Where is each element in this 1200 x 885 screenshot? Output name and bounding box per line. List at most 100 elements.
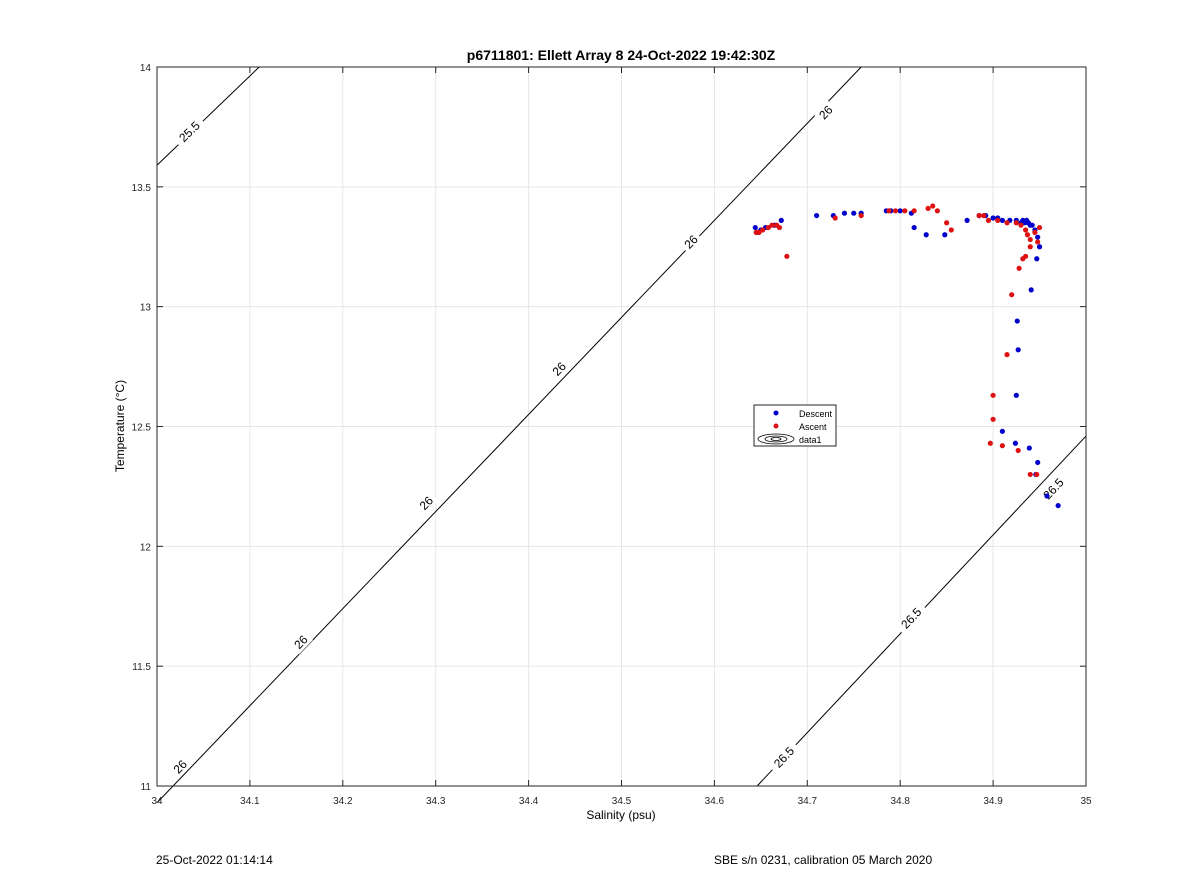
isopycnal-line <box>156 66 862 804</box>
x-tick-label: 35 <box>1080 796 1092 807</box>
ascent-point <box>1018 222 1024 228</box>
isopycnal-label-gap <box>813 100 838 125</box>
ascent-point <box>981 212 987 219</box>
ascent-point <box>1013 220 1019 226</box>
x-tick-label: 34.8 <box>890 796 910 807</box>
data-points <box>752 203 1061 509</box>
x-axis-label: Salinity (psu) <box>586 808 655 822</box>
descent-point <box>813 212 820 219</box>
ascent-point <box>756 229 762 235</box>
ascent-point <box>976 212 982 219</box>
ascent-point <box>1024 232 1031 238</box>
ascent-point <box>934 208 940 214</box>
footer-timestamp: 25-Oct-2022 01:14:14 <box>156 853 273 867</box>
isopycnal-label-gap <box>679 229 704 255</box>
descent-point <box>1044 493 1050 499</box>
isopycnal-label-gap <box>547 356 572 382</box>
x-tick-label: 34.3 <box>426 796 446 807</box>
ascent-point <box>1016 265 1022 271</box>
descent-point <box>778 217 784 223</box>
ascent-point <box>832 215 838 221</box>
descent-point <box>1014 318 1020 324</box>
x-tick-label: 34.5 <box>612 796 632 807</box>
ascent-point <box>1009 292 1015 298</box>
ascent-point <box>1034 471 1040 478</box>
x-tick-label: 34.1 <box>240 796 260 807</box>
descent-point <box>942 232 948 238</box>
isopycnal-label-gap <box>289 630 313 655</box>
descent-point <box>1029 222 1035 228</box>
descent-point <box>999 428 1005 434</box>
ascent-point <box>987 440 993 446</box>
descent-point <box>1013 392 1019 398</box>
ascent-point <box>1023 227 1029 233</box>
isopycnal-label-gap <box>168 754 193 779</box>
descent-point <box>897 208 903 214</box>
y-tick-label: 12 <box>140 542 152 553</box>
descent-point <box>1036 244 1043 250</box>
ascent-point <box>1004 352 1010 358</box>
legend: Descent Ascent data1 <box>753 404 837 447</box>
y-tick-label: 11.5 <box>132 662 151 673</box>
descent-point <box>1012 440 1018 446</box>
descent-point <box>1015 347 1021 353</box>
descent-point <box>990 215 996 221</box>
ascent-point <box>784 253 790 259</box>
legend-label-descent: Descent <box>799 409 833 419</box>
legend-marker-ascent <box>773 423 779 429</box>
x-tick-label: 34 <box>151 796 163 807</box>
descent-point <box>841 210 848 216</box>
descent-point <box>911 224 917 231</box>
ascent-point <box>995 217 1001 223</box>
isopycnal-line <box>156 66 260 166</box>
ascent-point <box>925 205 931 212</box>
x-tick-label: 34.9 <box>983 796 1003 807</box>
legend-box <box>753 404 837 447</box>
ascent-point <box>1027 244 1033 250</box>
legend-marker-descent <box>773 410 779 416</box>
descent-point <box>999 217 1005 223</box>
ascent-point <box>892 208 899 214</box>
ascent-point <box>1004 220 1010 226</box>
grid-lines <box>156 66 1087 787</box>
ascent-point <box>858 212 864 219</box>
axis-ticks: 34 34.1 34.2 34.3 34.4 34.5 34.6 34.7 34.8 34.9 35… <box>132 63 1092 807</box>
x-tick-label: 34.4 <box>519 796 539 807</box>
descent-point <box>1055 502 1061 509</box>
ascent-point <box>769 222 775 228</box>
isopycnal-label-gap <box>894 601 929 636</box>
footer-calibration: SBE s/n 0231, calibration 05 March 2020 <box>714 853 933 867</box>
chart-title: p6711801: Ellett Array 8 24-Oct-2022 19:… <box>467 47 776 63</box>
ascent-point <box>911 208 917 214</box>
ascent-point <box>944 220 950 226</box>
y-tick-label: 12.5 <box>132 423 152 434</box>
y-tick-label: 13 <box>140 303 152 314</box>
legend-contour-icon <box>757 433 795 445</box>
y-tick-label: 14 <box>140 63 152 74</box>
ascent-point <box>999 443 1005 449</box>
ascent-point <box>886 208 892 214</box>
y-axis-label: Temperature (°C) <box>113 380 127 472</box>
isopycnal-label-gap <box>767 740 801 775</box>
x-tick-label: 34.6 <box>705 796 725 807</box>
descent-point <box>752 224 758 231</box>
ascent-point <box>948 227 954 233</box>
isopycnal-label-gap <box>414 491 439 516</box>
ascent-point <box>930 203 936 209</box>
ascent-point <box>990 416 996 422</box>
ascent-point <box>1036 224 1043 231</box>
legend-label-data1: data1 <box>799 435 822 445</box>
descent-point <box>1026 445 1032 451</box>
ascent-point <box>760 227 766 233</box>
descent-point <box>923 232 929 238</box>
ascent-point <box>1032 229 1038 235</box>
legend-label-ascent: Ascent <box>799 422 827 432</box>
descent-point <box>1035 234 1041 240</box>
ascent-point <box>1027 236 1033 243</box>
ascent-point <box>765 224 771 231</box>
y-tick-label: 13.5 <box>132 183 152 194</box>
descent-point <box>1035 459 1041 466</box>
descent-point <box>964 217 970 223</box>
x-tick-label: 34.2 <box>333 796 353 807</box>
